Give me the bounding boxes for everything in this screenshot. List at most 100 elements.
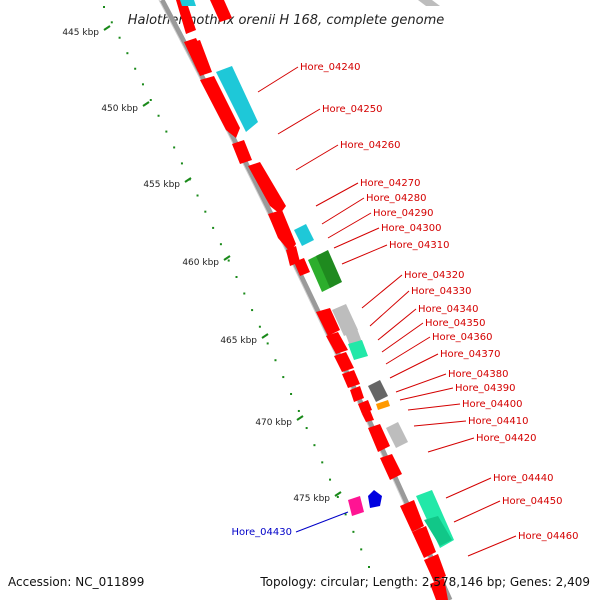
gene-label[interactable]: Hore_04270 — [360, 178, 421, 189]
scale-tick-label: 475 kbp — [293, 494, 330, 504]
gene-label[interactable]: Hore_04440 — [493, 473, 554, 484]
gene-label[interactable]: Hore_04330 — [411, 286, 472, 297]
callout-line — [333, 227, 380, 249]
scale-tick-mark — [261, 333, 269, 339]
callout-line — [413, 420, 467, 427]
gene-label[interactable]: Hore_04420 — [476, 433, 537, 444]
scale-tick-mark — [142, 101, 150, 107]
cyan-feature — [180, 0, 196, 6]
scale-dot — [274, 359, 277, 362]
scale-dot — [251, 309, 254, 312]
cds-feature — [176, 0, 196, 34]
callout-line — [257, 66, 299, 93]
callout-line — [295, 511, 349, 533]
accession-text: Accession: NC_011899 — [8, 575, 144, 589]
callout-line — [399, 387, 454, 401]
cyan-feature — [294, 224, 314, 246]
gray-feature — [344, 326, 362, 346]
gene-callouts: Hore_04240 Hore_04250 Hore_04260 Hore_04270… — [232, 62, 579, 557]
map-title: Halothermothrix orenii H 168, complete g… — [128, 13, 445, 28]
gene-label[interactable]: Hore_04460 — [518, 531, 579, 542]
cds-feature — [424, 554, 446, 582]
scale-dot — [165, 130, 168, 133]
scale-dot — [110, 21, 113, 24]
cds-feature — [350, 386, 364, 402]
gene-label[interactable]: Hore_04350 — [425, 318, 486, 329]
scale-tick-mark — [103, 25, 111, 31]
cds-feature — [400, 500, 424, 532]
scale-dot — [313, 444, 316, 447]
callout-line — [341, 244, 388, 265]
scale-dot — [352, 530, 355, 533]
gene-label[interactable]: Hore_04310 — [389, 240, 450, 251]
callout-line — [453, 500, 501, 523]
scale-dot — [219, 243, 222, 246]
cds-feature — [186, 40, 212, 76]
mint-feature — [348, 340, 368, 360]
scale-tick-label: 465 kbp — [220, 336, 257, 346]
cds-feature — [316, 308, 340, 336]
scale-dot — [258, 325, 261, 328]
gene-label[interactable]: Hore_04400 — [462, 399, 523, 410]
scale-dot — [118, 36, 121, 39]
gene-label[interactable]: Hore_04250 — [322, 104, 383, 115]
cds-feature — [200, 76, 240, 138]
scale-dot — [235, 276, 238, 278]
scale-tick-label: 470 kbp — [255, 418, 292, 428]
cds-feature — [368, 424, 390, 452]
scale-tick-label: 445 kbp — [62, 28, 99, 38]
cds-feature — [334, 352, 354, 372]
gene-label[interactable]: Hore_04320 — [404, 270, 465, 281]
callout-line — [395, 373, 447, 393]
gene-label[interactable]: Hore_04260 — [340, 140, 401, 151]
scale-tick-label: 455 kbp — [143, 180, 180, 190]
gene-label[interactable]: Hore_04390 — [455, 383, 516, 394]
scale-dot — [297, 409, 300, 412]
scale-dot — [336, 495, 339, 498]
scale-dot — [212, 226, 215, 229]
scale-dot — [227, 259, 230, 262]
cds-feature — [248, 162, 286, 214]
gene-label[interactable]: Hore_04340 — [418, 304, 479, 315]
gene-label[interactable]: Hore_04290 — [373, 208, 434, 219]
gene-label[interactable]: Hore_04360 — [432, 332, 493, 343]
blue-feature — [368, 490, 382, 508]
scale-dot — [196, 194, 199, 197]
cds-feature — [326, 332, 348, 354]
cds-feature — [232, 140, 252, 164]
scale-dot — [305, 427, 308, 430]
gene-label[interactable]: Hore_04430 — [232, 527, 293, 538]
scale-tick-mark — [296, 415, 304, 421]
gene-label[interactable]: Hore_04410 — [468, 416, 529, 427]
scale-dot — [344, 513, 347, 516]
orange-feature — [376, 400, 390, 410]
dark-gray-feature — [368, 380, 388, 402]
scale-dot — [134, 67, 137, 70]
gene-label[interactable]: Hore_04240 — [300, 62, 361, 73]
green-feature — [308, 254, 334, 292]
callout-line — [407, 403, 461, 411]
cyan-feature — [216, 66, 258, 132]
cds-feature — [268, 210, 296, 252]
scale-dot — [321, 461, 324, 464]
callout-line — [295, 144, 339, 171]
scale-tick-mark — [334, 491, 342, 497]
gene-label[interactable]: Hore_04450 — [502, 496, 563, 507]
scale-dot — [157, 114, 160, 117]
scale-tick-mark — [223, 255, 231, 261]
mint-feature — [424, 516, 452, 546]
scale-tick-label: 460 kbp — [182, 258, 219, 268]
scale-dot — [290, 392, 293, 395]
cds-feature — [342, 370, 360, 388]
scale-dot — [126, 52, 129, 55]
scale-dot — [204, 210, 207, 213]
scale-dot — [266, 342, 269, 345]
cds-feature — [362, 410, 374, 422]
scale-dot — [368, 566, 370, 568]
gene-label[interactable]: Hore_04300 — [381, 223, 442, 234]
green-feature — [316, 250, 342, 288]
gene-label[interactable]: Hore_04280 — [366, 193, 427, 204]
gene-label[interactable]: Hore_04370 — [440, 349, 501, 360]
callout-line — [445, 477, 492, 499]
gene-label[interactable]: Hore_04380 — [448, 369, 509, 380]
